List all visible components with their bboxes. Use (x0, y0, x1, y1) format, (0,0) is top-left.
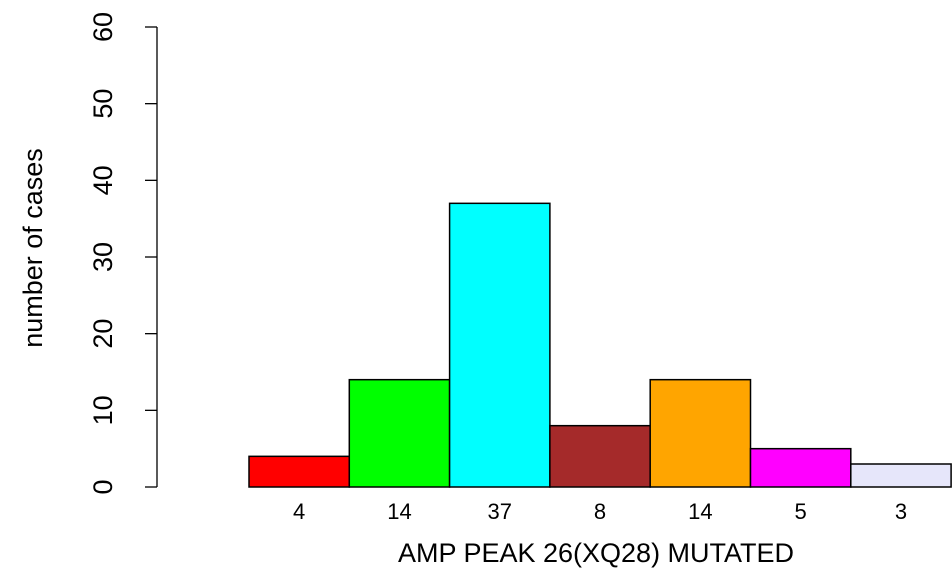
bar-1 (248, 455, 351, 488)
x-tick-label: 5 (795, 499, 807, 524)
x-tick-label: 14 (387, 499, 411, 524)
x-tick-label: 14 (688, 499, 712, 524)
y-tick-label: 40 (88, 165, 118, 195)
bar-2 (348, 378, 451, 488)
bar-5 (649, 378, 752, 488)
bars (248, 202, 952, 488)
y-tick-label: 60 (88, 12, 118, 42)
y-tick-label: 20 (88, 319, 118, 349)
x-axis-label: AMP PEAK 26(XQ28) MUTATED (398, 538, 794, 568)
y-tick-label: 0 (88, 479, 118, 494)
y-axis: 0 10 20 30 40 50 60 (88, 12, 158, 495)
bar-6 (749, 447, 852, 488)
x-tick-label: 3 (895, 499, 907, 524)
y-tick-label: 10 (88, 395, 118, 425)
y-tick-label: 30 (88, 242, 118, 272)
x-tick-label: 4 (293, 499, 305, 524)
bar-4 (549, 424, 651, 488)
y-tick-label: 50 (88, 89, 118, 119)
bar-7 (850, 463, 952, 488)
bar-3 (448, 202, 551, 488)
x-tick-label: 37 (488, 499, 512, 524)
x-tick-labels: 4 14 37 8 14 5 3 (293, 499, 907, 524)
y-axis-label: number of cases (18, 148, 48, 348)
x-tick-label: 8 (594, 499, 606, 524)
